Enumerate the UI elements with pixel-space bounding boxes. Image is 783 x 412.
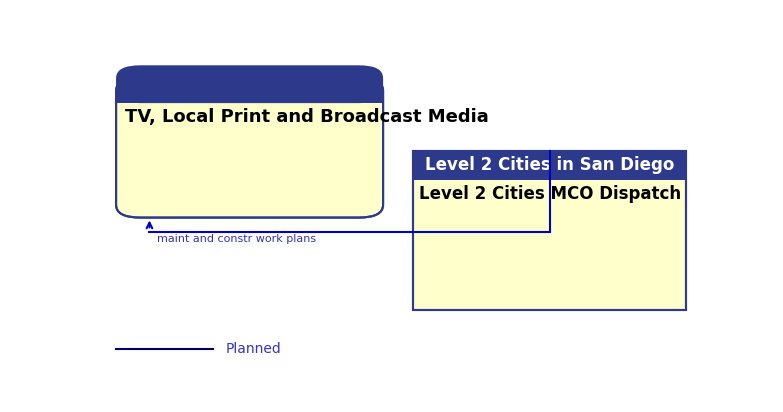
Bar — [413, 151, 687, 309]
Bar — [413, 151, 687, 180]
Text: Level 2 Cities MCO Dispatch: Level 2 Cities MCO Dispatch — [419, 185, 681, 203]
Bar — [116, 90, 383, 103]
Text: Level 2 Cities in San Diego: Level 2 Cities in San Diego — [425, 156, 675, 174]
Text: TV, Local Print and Broadcast Media: TV, Local Print and Broadcast Media — [125, 108, 489, 126]
Bar — [413, 151, 687, 309]
Text: maint and constr work plans: maint and constr work plans — [157, 234, 316, 244]
FancyBboxPatch shape — [116, 78, 383, 218]
FancyBboxPatch shape — [116, 66, 383, 103]
Text: Planned: Planned — [226, 342, 281, 356]
